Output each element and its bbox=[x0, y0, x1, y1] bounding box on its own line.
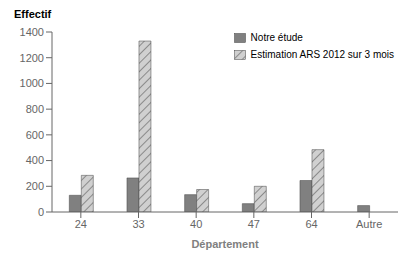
svg-text:Autre: Autre bbox=[356, 218, 382, 230]
svg-text:40: 40 bbox=[190, 218, 202, 230]
svg-text:1000: 1000 bbox=[20, 77, 44, 89]
svg-text:0: 0 bbox=[38, 206, 44, 218]
html-text:Effectif: Effectif bbox=[14, 8, 52, 20]
svg-text:64: 64 bbox=[305, 218, 317, 230]
svg-text:400: 400 bbox=[26, 154, 44, 166]
svg-text:1200: 1200 bbox=[20, 52, 44, 64]
svg-text:200: 200 bbox=[26, 180, 44, 192]
html-text:Estimation ARS 2012 sur 3 mois: Estimation ARS 2012 sur 3 mois bbox=[250, 49, 394, 60]
svg-text:1400: 1400 bbox=[20, 26, 44, 38]
svg-text:24: 24 bbox=[75, 218, 87, 230]
svg-text:Département: Département bbox=[191, 238, 259, 250]
svg-text:33: 33 bbox=[132, 218, 144, 230]
svg-text:47: 47 bbox=[248, 218, 260, 230]
svg-text:600: 600 bbox=[26, 129, 44, 141]
svg-text:800: 800 bbox=[26, 103, 44, 115]
html-text:Notre étude: Notre étude bbox=[250, 32, 303, 43]
